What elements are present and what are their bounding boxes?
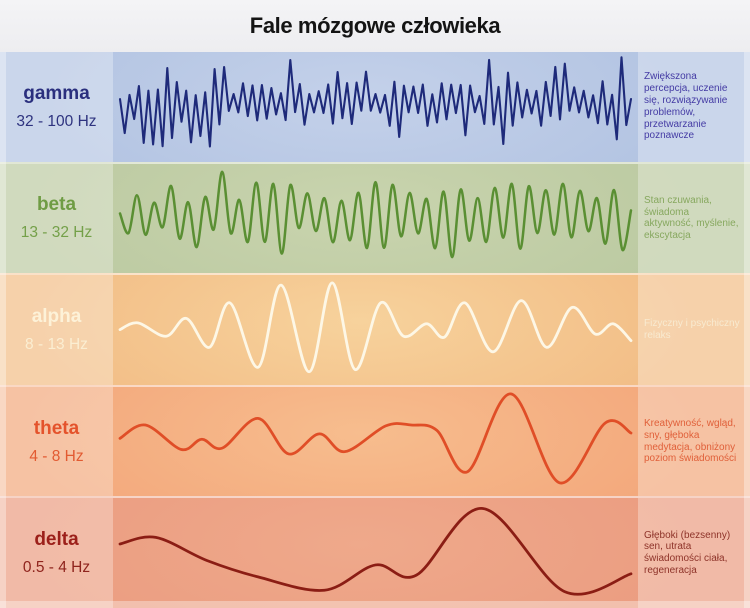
beta-description: Stan czuwania, świadoma aktywność, myśle… [644,194,739,242]
theta-description: Kreatywność, wgląd, sny, głęboka medytac… [644,417,737,465]
alpha-wave-area [113,275,638,385]
delta-label-column: delta 0.5 - 4 Hz [0,498,113,608]
theta-name-label: theta [33,417,80,439]
band-row-beta: beta 13 - 32 Hz Stan czuwania, świadoma … [0,161,750,274]
gamma-description: Zwiększona percepcja, uczenie się, rozwi… [644,71,728,142]
alpha-frequency-label: 8 - 13 Hz [25,335,88,353]
delta-name-label: delta [34,529,79,551]
title-band: Fale mózgowe człowieka [0,0,750,52]
beta-wave-area [113,164,638,274]
beta-label-column: beta 13 - 32 Hz [0,163,113,274]
beta-waveform [118,170,633,258]
band-row-alpha: alpha 8 - 13 Hz Fizyczny i psychiczny re… [0,273,750,385]
gamma-description-column: Zwiększona percepcja, uczenie się, rozwi… [638,52,750,162]
gamma-frequency-label: 32 - 100 Hz [16,112,97,130]
band-row-theta: theta 4 - 8 Hz Kreatywność, wgląd, sny, … [0,384,750,497]
gamma-wave-area [113,52,638,162]
delta-description: Głęboki (bezsenny) sen, utrata świadomoś… [644,529,731,576]
beta-name-label: beta [36,194,77,216]
theta-frequency-label: 4 - 8 Hz [29,447,84,465]
gamma-name-label: gamma [23,82,90,104]
gamma-waveform [118,56,633,148]
page-title: Fale mózgowe człowieka [249,13,501,38]
gamma-label-column: gamma 32 - 100 Hz [0,52,113,162]
alpha-waveform [118,281,633,374]
theta-waveform [118,392,633,484]
alpha-name-label: alpha [31,305,82,327]
band-rows: gamma 32 - 100 Hz Zwiększona percepcja, … [0,52,750,608]
theta-description-column: Kreatywność, wgląd, sny, głęboka medytac… [638,386,750,497]
delta-waveform [118,507,633,596]
alpha-description: Fizyczny i psychiczny relaks [644,318,740,341]
delta-frequency-label: 0.5 - 4 Hz [22,559,91,577]
theta-label-column: theta 4 - 8 Hz [0,386,113,497]
beta-frequency-label: 13 - 32 Hz [20,224,93,242]
band-row-delta: delta 0.5 - 4 Hz Głęboki (bezsenny) sen,… [0,496,750,608]
delta-wave-area [113,498,638,608]
alpha-label-column: alpha 8 - 13 Hz [0,275,113,385]
delta-description-column: Głęboki (bezsenny) sen, utrata świadomoś… [638,498,750,608]
band-row-gamma: gamma 32 - 100 Hz Zwiększona percepcja, … [0,52,750,162]
alpha-description-column: Fizyczny i psychiczny relaks [638,275,750,385]
theta-wave-area [113,387,638,497]
beta-description-column: Stan czuwania, świadoma aktywność, myśle… [638,163,750,274]
